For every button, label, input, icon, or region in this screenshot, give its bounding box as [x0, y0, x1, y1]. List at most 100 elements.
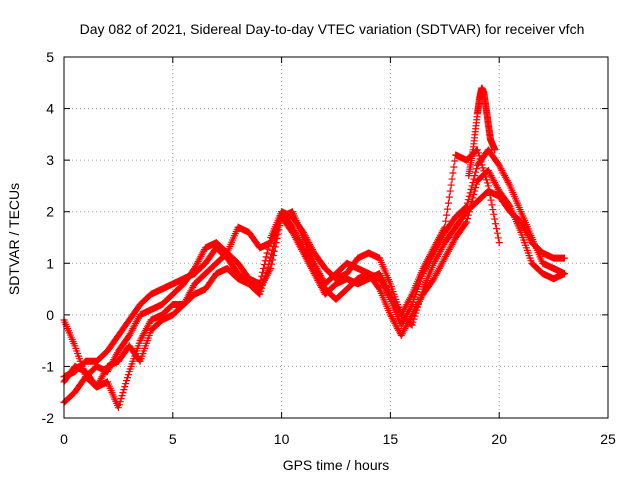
marker-track-3: [560, 270, 568, 278]
x-tick-label: 25: [600, 431, 616, 447]
marker-track-2: [259, 264, 267, 272]
marker-track-4: [492, 220, 500, 228]
y-tick-label: 0: [46, 307, 54, 323]
marker-track-4: [485, 187, 493, 195]
marker-track-4: [474, 149, 482, 157]
data-markers: [60, 84, 568, 412]
marker-track-4: [441, 223, 449, 231]
marker-track-3: [122, 380, 130, 388]
marker-track-4: [476, 155, 484, 163]
marker-track-4: [440, 225, 448, 233]
marker-track-3: [262, 269, 270, 277]
marker-track-3: [117, 395, 125, 403]
marker-track-4: [451, 157, 459, 165]
marker-track-3: [115, 401, 123, 409]
chart-title: Day 082 of 2021, Sidereal Day-to-day VTE…: [80, 21, 585, 37]
marker-track-3: [124, 371, 132, 379]
marker-track-4: [489, 206, 497, 214]
marker-track-3: [259, 281, 267, 289]
plot-frame: [63, 56, 609, 419]
marker-track-4: [483, 179, 491, 187]
marker-track-3: [266, 257, 274, 265]
marker-track-4: [448, 175, 456, 183]
marker-track-2: [259, 268, 267, 276]
marker-track-4: [450, 163, 458, 171]
marker-track-2: [560, 254, 568, 262]
marker-track-4: [486, 191, 494, 199]
marker-track-3: [120, 386, 128, 394]
marker-spike: [491, 146, 499, 154]
marker-track-3: [463, 218, 471, 226]
marker-track-1: [467, 185, 475, 193]
marker-track-3: [465, 208, 473, 216]
marker-track-1: [466, 189, 474, 197]
y-tick-label: 4: [46, 101, 54, 117]
marker-track-4: [407, 292, 415, 300]
y-tick-label: -2: [42, 410, 55, 426]
marker-track-3: [256, 290, 264, 298]
marker-track-4: [446, 187, 454, 195]
marker-track-3: [123, 377, 131, 385]
marker-track-4: [477, 158, 485, 166]
x-axis-label: GPS time / hours: [283, 457, 390, 473]
marker-track-4: [445, 193, 453, 201]
marker-track-4: [444, 205, 452, 213]
x-axis-ticks: 0 5 10 15 20 25: [60, 57, 616, 447]
y-axis-ticks: -2 -1 0 1 2 3 4 5: [42, 49, 608, 426]
y-tick-label: 2: [46, 204, 54, 220]
marker-track-3: [268, 250, 276, 258]
x-tick-label: 0: [60, 431, 68, 447]
marker-track-3: [464, 211, 472, 219]
marker-track-4: [490, 210, 498, 218]
marker-track-4: [480, 167, 488, 175]
y-tick-label: -1: [42, 358, 55, 374]
marker-track-4: [478, 161, 486, 169]
marker-track-3: [258, 284, 266, 292]
marker-track-1: [505, 180, 513, 188]
marker-track-4: [443, 211, 451, 219]
marker-track-3: [123, 374, 131, 382]
marker-track-1: [473, 165, 481, 173]
marker-track-4: [493, 229, 501, 237]
marker-track-3: [462, 219, 470, 227]
marker-track-4: [494, 234, 502, 242]
marker-track-1: [465, 192, 473, 200]
marker-track-3: [114, 404, 122, 412]
marker-track-3: [264, 263, 272, 271]
marker-track-3: [119, 389, 127, 397]
marker-track-3: [469, 194, 477, 202]
marker-track-1: [468, 182, 476, 190]
marker-track-4: [481, 170, 489, 178]
y-tick-label: 5: [46, 49, 54, 65]
marker-track-3: [463, 215, 471, 223]
marker-track-3: [121, 383, 129, 391]
grid-lines: [64, 57, 608, 418]
marker-track-4: [483, 176, 491, 184]
marker-track-3: [259, 278, 267, 286]
marker-track-1: [464, 196, 472, 204]
marker-track-3: [116, 398, 124, 406]
marker-track-1: [469, 178, 477, 186]
marker-track-4: [482, 173, 490, 181]
marker-track-3: [470, 191, 478, 199]
marker-track-3: [257, 287, 265, 295]
x-tick-label: 15: [383, 431, 399, 447]
marker-track-3: [118, 392, 126, 400]
marker-track-3: [269, 246, 277, 254]
marker-track-4: [492, 224, 500, 232]
marker-track-3: [473, 180, 481, 188]
x-tick-label: 20: [491, 431, 507, 447]
marker-track-3: [260, 275, 268, 283]
marker-track-3: [471, 187, 479, 195]
y-tick-label: 3: [46, 152, 54, 168]
marker-track-2: [262, 253, 270, 261]
marker-track-3: [263, 266, 271, 274]
marker-track-3: [466, 204, 474, 212]
marker-track-4: [449, 169, 457, 177]
marker-track-4: [447, 181, 455, 189]
marker-track-4: [475, 152, 483, 160]
marker-track-3: [265, 260, 273, 268]
marker-track-1: [463, 199, 471, 207]
